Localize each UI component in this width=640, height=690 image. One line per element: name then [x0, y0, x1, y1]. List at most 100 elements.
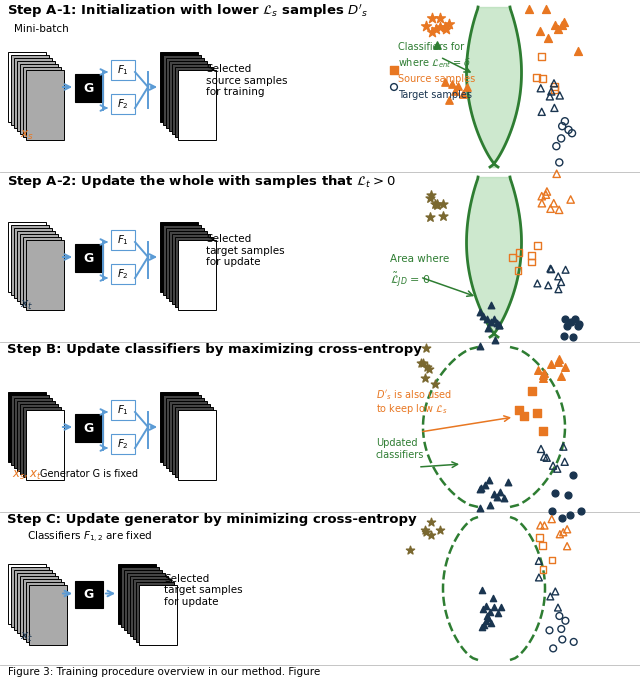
Text: Target samples: Target samples [398, 90, 472, 100]
FancyBboxPatch shape [75, 74, 103, 102]
Point [532, 278, 543, 289]
Point [476, 483, 486, 494]
Point [531, 72, 541, 83]
Point [425, 193, 435, 204]
Point [485, 317, 495, 328]
Point [550, 19, 561, 30]
Point [538, 540, 548, 551]
FancyBboxPatch shape [175, 237, 213, 307]
Point [548, 198, 559, 209]
FancyBboxPatch shape [26, 70, 64, 140]
Point [389, 81, 399, 92]
Point [532, 408, 542, 419]
Point [476, 585, 486, 596]
FancyBboxPatch shape [17, 401, 55, 471]
Point [545, 625, 555, 636]
Point [559, 456, 570, 467]
FancyBboxPatch shape [75, 244, 103, 272]
FancyBboxPatch shape [8, 222, 46, 292]
FancyBboxPatch shape [121, 566, 159, 627]
Point [557, 634, 568, 645]
Point [543, 32, 553, 43]
Text: Source samples: Source samples [398, 74, 476, 84]
Point [425, 212, 435, 223]
Point [573, 319, 584, 330]
Point [550, 84, 560, 95]
Point [432, 199, 442, 210]
Point [475, 484, 485, 495]
Point [555, 529, 565, 540]
FancyBboxPatch shape [23, 578, 61, 638]
Text: G: G [84, 81, 94, 95]
Point [481, 600, 492, 611]
FancyBboxPatch shape [175, 67, 213, 137]
Point [435, 524, 445, 535]
Point [562, 541, 572, 552]
FancyBboxPatch shape [124, 569, 162, 629]
Text: to keep low $\mathcal{L}_s$: to keep low $\mathcal{L}_s$ [376, 402, 448, 416]
Point [503, 477, 513, 488]
Point [558, 526, 568, 538]
Point [554, 284, 564, 295]
Point [427, 26, 437, 37]
Point [567, 128, 577, 139]
Text: Area where: Area where [390, 254, 449, 264]
Point [553, 357, 563, 368]
Point [562, 321, 572, 332]
Point [485, 607, 495, 618]
Point [554, 204, 564, 215]
Point [560, 362, 570, 373]
Point [415, 357, 426, 368]
FancyBboxPatch shape [178, 70, 216, 140]
Point [405, 544, 415, 555]
FancyBboxPatch shape [11, 55, 49, 125]
Point [562, 524, 572, 535]
Point [427, 12, 437, 23]
Point [548, 643, 558, 654]
Point [476, 622, 486, 633]
FancyBboxPatch shape [130, 575, 168, 635]
FancyBboxPatch shape [166, 228, 204, 298]
Point [426, 529, 436, 540]
Text: Figure 3: Training procedure overview in our method. Figure: Figure 3: Training procedure overview in… [8, 667, 320, 677]
Point [541, 3, 552, 14]
Point [492, 317, 502, 328]
FancyBboxPatch shape [160, 52, 198, 122]
Point [566, 194, 576, 205]
Text: where $\mathcal{L}_{ent}$ = $\delta$: where $\mathcal{L}_{ent}$ = $\delta$ [398, 56, 472, 70]
Point [484, 474, 495, 485]
FancyBboxPatch shape [17, 573, 55, 633]
Point [551, 141, 561, 152]
Point [513, 404, 524, 415]
Point [536, 83, 546, 94]
FancyBboxPatch shape [8, 52, 46, 122]
Point [548, 460, 558, 471]
Text: $D'_s$ is also used: $D'_s$ is also used [376, 388, 452, 402]
FancyBboxPatch shape [23, 407, 61, 477]
FancyBboxPatch shape [17, 61, 55, 131]
Point [570, 314, 580, 325]
Point [489, 489, 499, 500]
FancyBboxPatch shape [75, 580, 103, 607]
Point [481, 615, 491, 627]
Point [537, 198, 547, 209]
Point [426, 517, 436, 528]
Text: $F_2$: $F_2$ [117, 267, 129, 281]
Point [550, 586, 561, 597]
Point [495, 486, 505, 497]
Point [546, 86, 556, 97]
Point [435, 22, 445, 33]
Point [478, 311, 488, 322]
Text: Selected
source samples
for training: Selected source samples for training [206, 64, 287, 97]
Point [545, 203, 556, 214]
Point [458, 88, 468, 99]
Point [422, 362, 432, 373]
Point [552, 463, 563, 474]
Point [541, 452, 552, 463]
Point [563, 490, 573, 501]
Point [560, 116, 570, 127]
Point [553, 23, 563, 34]
Point [556, 19, 566, 30]
Point [441, 23, 451, 34]
Point [540, 520, 550, 531]
